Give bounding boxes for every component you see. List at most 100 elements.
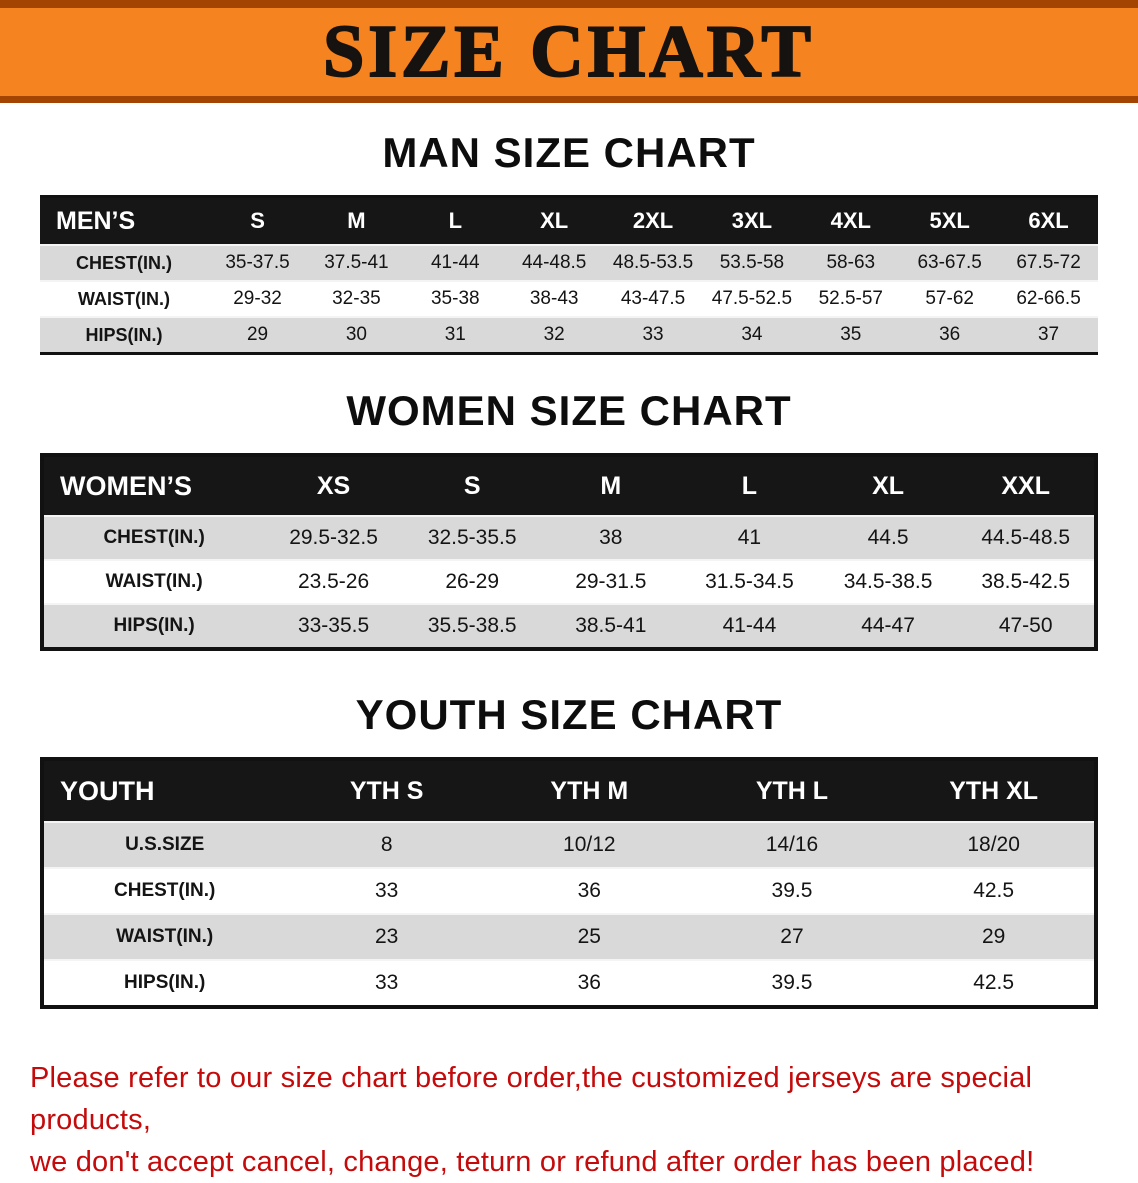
cell-value: 14/16: [765, 833, 819, 856]
size-column-header: L: [680, 455, 819, 516]
cell-value: 23.5-26: [297, 570, 370, 593]
cell-value: 42.5: [973, 879, 1015, 902]
cell-value: 41: [737, 526, 762, 549]
cell-value: 41-44: [722, 614, 777, 637]
table-row: WAIST(IN.) 23 25 27 29: [42, 914, 1096, 960]
cell-value: 47-50: [998, 614, 1053, 637]
cell-value: 35: [840, 324, 862, 345]
cell-value: 62-66.5: [1016, 288, 1081, 309]
cell-value: 38.5-41: [575, 614, 647, 637]
men-section-heading: MAN SIZE CHART: [382, 129, 756, 176]
cell-value: 31.5-34.5: [705, 570, 794, 593]
disclaimer-line-2: we don't accept cancel, change, teturn o…: [30, 1146, 1035, 1179]
row-label: HIPS(IN.): [113, 615, 195, 636]
cell-value: 44-47: [861, 614, 915, 637]
women-table-wrap: WOMEN’S XS S M L XL XXL CHEST(IN.) 29.5-32.5 32.5…: [40, 453, 1098, 651]
disclaimer-line-1: Please refer to our size chart before or…: [30, 1062, 1033, 1137]
size-column-header: S: [208, 196, 307, 245]
cell-value: 27: [780, 925, 804, 948]
cell-value: 38-43: [529, 288, 579, 309]
cell-value: 38.5-42.5: [981, 570, 1071, 593]
size-column-header: 4XL: [801, 196, 901, 245]
table-row: CHEST(IN.) 33 36 39.5 42.5: [42, 868, 1096, 914]
women-section-heading: WOMEN SIZE CHART: [346, 387, 792, 434]
table-row: WAIST(IN.) 29-32 32-35 35-38 38-43 43-47.5 47.…: [40, 281, 1098, 317]
row-label: WAIST(IN.): [116, 926, 214, 947]
cell-value: 10/12: [563, 833, 616, 856]
row-category-header: YOUTH: [42, 759, 286, 822]
cell-value: 18/20: [967, 833, 1020, 856]
women-size-table: WOMEN’S XS S M L XL XXL CHEST(IN.) 29.5-32.5 32.5…: [40, 453, 1098, 651]
cell-value: 43-47.5: [620, 288, 686, 309]
cell-value: 36: [939, 324, 961, 345]
size-column-header: XXL: [957, 455, 1096, 516]
size-column-header: YTH XL: [893, 759, 1096, 822]
size-column-header: YTH M: [487, 759, 691, 822]
cell-value: 33-35.5: [297, 614, 370, 637]
cell-value: 32: [543, 324, 565, 345]
cell-value: 35-37.5: [225, 252, 290, 273]
size-column-header: YTH L: [690, 759, 894, 822]
cell-value: 29: [981, 925, 1006, 948]
size-column-header: M: [541, 455, 681, 516]
cell-value: 33: [642, 324, 664, 345]
table-row: CHEST(IN.) 35-37.5 37.5-41 41-44 44-48.5 48.5…: [40, 245, 1098, 281]
cell-value: 33: [374, 879, 399, 902]
youth-table-wrap: YOUTH YTH S YTH M YTH L YTH XL U.S.SIZE 8 10/12…: [40, 757, 1098, 1009]
cell-value: 44.5-48.5: [981, 526, 1071, 549]
size-column-header: XL: [504, 196, 604, 245]
cell-value: 37: [1037, 324, 1060, 345]
size-column-header: 6XL: [999, 196, 1098, 245]
row-label: CHEST(IN.): [76, 252, 173, 273]
cell-value: 23: [374, 925, 399, 948]
cell-value: 29-31.5: [575, 570, 647, 593]
cell-value: 29.5-32.5: [289, 526, 378, 549]
cell-value: 52.5-57: [818, 288, 884, 309]
size-column-header: M: [306, 196, 406, 245]
row-label: WAIST(IN.): [78, 288, 171, 309]
cell-value: 63-67.5: [917, 252, 982, 273]
table-row: WAIST(IN.) 23.5-26 26-29 29-31.5 31.5-34.5 34…: [42, 560, 1096, 604]
cell-value: 53.5-58: [719, 252, 785, 273]
cell-value: 8: [380, 833, 393, 856]
men-size-table: MEN’S S M L XL 2XL 3XL 4XL 5XL 6XL CHEST(IN.) 35-37…: [40, 195, 1098, 355]
row-category-header: MEN’S: [40, 196, 209, 245]
table-row: HIPS(IN.) 33-35.5 35.5-38.5 38.5-41 41-44 44-…: [42, 604, 1096, 649]
banner: SIZE CHART: [0, 0, 1138, 103]
cell-value: 44.5: [867, 526, 909, 549]
table-row: HIPS(IN.) 33 36 39.5 42.5: [42, 960, 1096, 1007]
youth-section-heading: YOUTH SIZE CHART: [355, 691, 783, 738]
size-column-header: XL: [818, 455, 958, 516]
cell-value: 25: [577, 925, 601, 948]
cell-value: 33: [374, 971, 399, 994]
row-label: WAIST(IN.): [105, 571, 203, 592]
size-column-header: 3XL: [702, 196, 802, 245]
cell-value: 39.5: [771, 879, 813, 902]
row-category-header: WOMEN’S: [42, 455, 265, 516]
cell-value: 67.5-72: [1016, 252, 1081, 273]
row-label: CHEST(IN.): [103, 527, 205, 548]
size-column-header: S: [402, 455, 542, 516]
cell-value: 29: [246, 324, 269, 345]
row-label: CHEST(IN.): [114, 880, 216, 901]
cell-value: 32-35: [332, 288, 381, 309]
men-table-wrap: MEN’S S M L XL 2XL 3XL 4XL 5XL 6XL CHEST(IN.) 35-37…: [40, 195, 1098, 355]
size-column-header: 5XL: [900, 196, 1000, 245]
size-column-header: 2XL: [603, 196, 703, 245]
disclaimer-note: Please refer to our size chart before or…: [30, 1057, 1108, 1183]
cell-value: 48.5-53.5: [612, 252, 694, 273]
cell-value: 35.5-38.5: [427, 614, 517, 637]
cell-value: 42.5: [973, 971, 1015, 994]
cell-value: 32.5-35.5: [427, 526, 517, 549]
cell-value: 29-32: [233, 288, 282, 309]
cell-value: 57-62: [925, 288, 974, 309]
youth-size-table: YOUTH YTH S YTH M YTH L YTH XL U.S.SIZE 8 10/12…: [40, 757, 1098, 1009]
table-row: U.S.SIZE 8 10/12 14/16 18/20: [42, 822, 1096, 868]
cell-value: 37.5-41: [324, 252, 389, 273]
cell-value: 38: [599, 526, 623, 549]
cell-value: 34.5-38.5: [843, 570, 933, 593]
cell-value: 36: [577, 971, 601, 994]
cell-value: 31: [444, 324, 466, 345]
banner-title: SIZE CHART: [322, 11, 815, 93]
